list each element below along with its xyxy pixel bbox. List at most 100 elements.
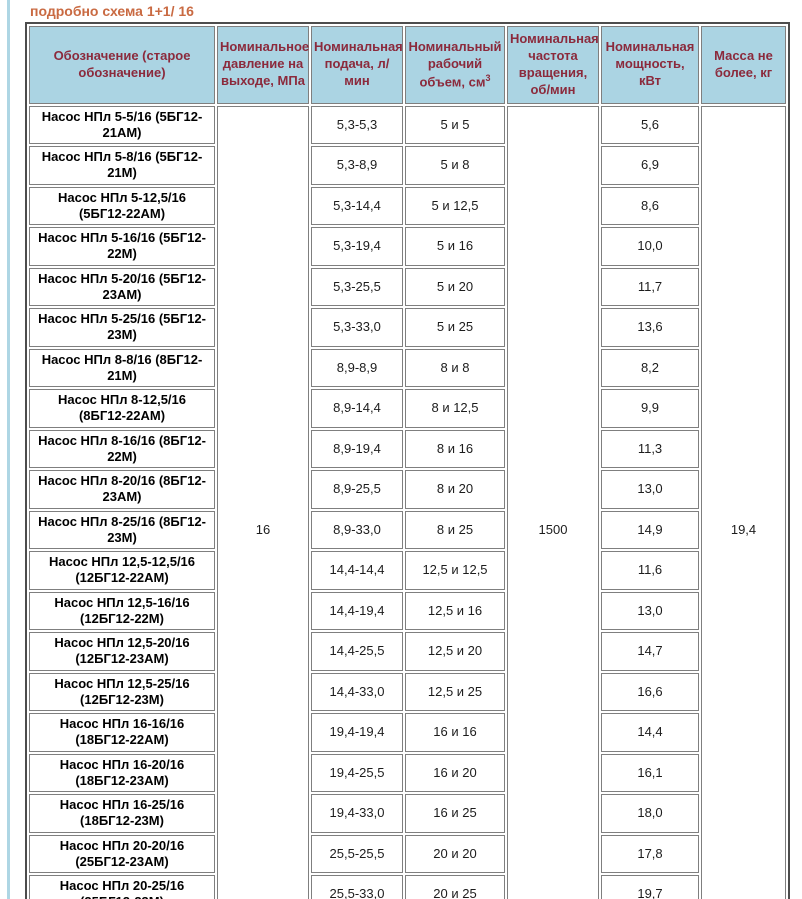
- volume-cell: 12,5 и 20: [405, 632, 505, 671]
- volume-cell: 16 и 20: [405, 753, 505, 793]
- designation-cell: Насос НПл 8-25/16 (8БГ12-23М): [29, 510, 215, 550]
- table-row: Насос НПл 8-12,5/16 (8БГ12-22АМ) 8,9-14,4…: [29, 389, 786, 428]
- power-cell: 14,4: [601, 713, 699, 752]
- volume-cell: 5 и 25: [405, 308, 505, 347]
- pressure-cell: 16: [217, 105, 309, 899]
- flow-cell: 8,9-33,0: [311, 510, 403, 550]
- table-row: Насос НПл 5-16/16 (5БГ12-22М) 5,3-19,4 5 и…: [29, 227, 786, 266]
- table-row: Насос НПл 8-20/16 (8БГ12-23АМ) 8,9-25,5 8 …: [29, 470, 786, 509]
- designation-cell: Насос НПл 5-8/16 (5БГ12-21М): [29, 146, 215, 185]
- table-row: Насос НПл 5-5/16 (5БГ12-21АМ) 16 5,3-5,3 5 …: [29, 105, 786, 899]
- power-cell: 11,7: [601, 267, 699, 307]
- volume-cell: 12,5 и 25: [405, 672, 505, 712]
- designation-cell: Насос НПл 8-16/16 (8БГ12-22М): [29, 429, 215, 469]
- table-body: Насос НПл 5-5/16 (5БГ12-21АМ) 16 5,3-5,3 5 …: [29, 105, 786, 899]
- table-row: Насос НПл 5-8/16 (5БГ12-21М) 5,3-8,9 5 и 8…: [29, 146, 786, 185]
- volume-cell: 8 и 8: [405, 348, 505, 388]
- power-cell: 6,9: [601, 146, 699, 185]
- table-row: Насос НПл 8-16/16 (8БГ12-22М) 8,9-19,4 8 и…: [29, 429, 786, 469]
- column-header-3: Номинальный рабочий объем, см3: [405, 26, 505, 104]
- power-cell: 19,7: [601, 875, 699, 899]
- flow-cell: 8,9-8,9: [311, 348, 403, 388]
- volume-cell: 5 и 8: [405, 146, 505, 185]
- volume-cell: 8 и 12,5: [405, 389, 505, 428]
- designation-cell: Насос НПл 16-25/16 (18БГ12-23М): [29, 794, 215, 833]
- volume-cell: 12,5 и 12,5: [405, 551, 505, 590]
- left-border-line: [7, 0, 10, 899]
- flow-cell: 14,4-25,5: [311, 632, 403, 671]
- power-cell: 11,3: [601, 429, 699, 469]
- designation-cell: Насос НПл 5-25/16 (5БГ12-23М): [29, 308, 215, 347]
- power-cell: 13,0: [601, 591, 699, 631]
- table-row: Насос НПл 12,5-16/16 (12БГ12-22М) 14,4-19…: [29, 591, 786, 631]
- volume-cell: 5 и 20: [405, 267, 505, 307]
- designation-cell: Насос НПл 16-16/16 (18БГ12-22АМ): [29, 713, 215, 752]
- table-row: Насос НПл 12,5-25/16 (12БГ12-23М) 14,4-33…: [29, 672, 786, 712]
- table-row: Насос НПл 16-25/16 (18БГ12-23М) 19,4-33,0…: [29, 794, 786, 833]
- volume-cell: 20 и 20: [405, 834, 505, 874]
- pump-specs-table: Обозначение (старое обозначение) Номиналь…: [25, 22, 790, 899]
- power-cell: 16,6: [601, 672, 699, 712]
- power-cell: 18,0: [601, 794, 699, 833]
- designation-cell: Насос НПл 5-16/16 (5БГ12-22М): [29, 227, 215, 266]
- flow-cell: 5,3-5,3: [311, 105, 403, 145]
- power-cell: 10,0: [601, 227, 699, 266]
- flow-cell: 5,3-19,4: [311, 227, 403, 266]
- table-row: Насос НПл 16-20/16 (18БГ12-23АМ) 19,4-25,…: [29, 753, 786, 793]
- volume-cell: 5 и 5: [405, 105, 505, 145]
- designation-cell: Насос НПл 5-5/16 (5БГ12-21АМ): [29, 105, 215, 145]
- flow-cell: 8,9-14,4: [311, 389, 403, 428]
- volume-cell: 5 и 12,5: [405, 186, 505, 226]
- designation-cell: Насос НПл 8-20/16 (8БГ12-23АМ): [29, 470, 215, 509]
- flow-cell: 14,4-33,0: [311, 672, 403, 712]
- flow-cell: 19,4-33,0: [311, 794, 403, 833]
- volume-cell: 8 и 16: [405, 429, 505, 469]
- flow-cell: 8,9-25,5: [311, 470, 403, 509]
- column-header-2: Номинальная подача, л/ мин: [311, 26, 403, 104]
- table-row: Насос НПл 8-25/16 (8БГ12-23М) 8,9-33,0 8 и…: [29, 510, 786, 550]
- power-cell: 9,9: [601, 389, 699, 428]
- table-row: Насос НПл 20-25/16 (25БГ12-23М) 25,5-33,0…: [29, 875, 786, 899]
- power-cell: 8,2: [601, 348, 699, 388]
- volume-cell: 8 и 20: [405, 470, 505, 509]
- power-cell: 11,6: [601, 551, 699, 590]
- designation-cell: Насос НПл 12,5-25/16 (12БГ12-23М): [29, 672, 215, 712]
- volume-cell: 20 и 25: [405, 875, 505, 899]
- flow-cell: 8,9-19,4: [311, 429, 403, 469]
- volume-cell: 16 и 16: [405, 713, 505, 752]
- volume-cell: 16 и 25: [405, 794, 505, 833]
- table-row: Насос НПл 20-20/16 (25БГ12-23АМ) 25,5-25,…: [29, 834, 786, 874]
- designation-cell: Насос НПл 12,5-12,5/16 (12БГ12-22АМ): [29, 551, 215, 590]
- power-cell: 14,9: [601, 510, 699, 550]
- table-row: Насос НПл 16-16/16 (18БГ12-22АМ) 19,4-19,…: [29, 713, 786, 752]
- speed-cell: 1500: [507, 105, 599, 899]
- flow-cell: 5,3-25,5: [311, 267, 403, 307]
- header-row: Обозначение (старое обозначение) Номиналь…: [29, 26, 786, 104]
- table-row: Насос НПл 5-20/16 (5БГ12-23АМ) 5,3-25,5 5 …: [29, 267, 786, 307]
- volume-cell: 8 и 25: [405, 510, 505, 550]
- flow-cell: 19,4-25,5: [311, 753, 403, 793]
- table-row: Насос НПл 12,5-20/16 (12БГ12-23АМ) 14,4-2…: [29, 632, 786, 671]
- designation-cell: Насос НПл 5-12,5/16 (5БГ12-22АМ): [29, 186, 215, 226]
- power-cell: 5,6: [601, 105, 699, 145]
- power-cell: 13,0: [601, 470, 699, 509]
- volume-cell: 5 и 16: [405, 227, 505, 266]
- flow-cell: 5,3-14,4: [311, 186, 403, 226]
- flow-cell: 5,3-33,0: [311, 308, 403, 347]
- power-cell: 17,8: [601, 834, 699, 874]
- power-cell: 16,1: [601, 753, 699, 793]
- flow-cell: 19,4-19,4: [311, 713, 403, 752]
- column-header-6: Масса не более, кг: [701, 26, 786, 104]
- mass-cell: 19,4: [701, 105, 786, 899]
- table-row: Насос НПл 8-8/16 (8БГ12-21М) 8,9-8,9 8 и 8…: [29, 348, 786, 388]
- column-header-1: Номинальное давление на выходе, МПа: [217, 26, 309, 104]
- designation-cell: Насос НПл 16-20/16 (18БГ12-23АМ): [29, 753, 215, 793]
- column-header-0: Обозначение (старое обозначение): [29, 26, 215, 104]
- designation-cell: Насос НПл 8-12,5/16 (8БГ12-22АМ): [29, 389, 215, 428]
- designation-cell: Насос НПл 20-20/16 (25БГ12-23АМ): [29, 834, 215, 874]
- page-title: подробно схема 1+1/ 16: [30, 3, 194, 19]
- designation-cell: Насос НПл 12,5-20/16 (12БГ12-23АМ): [29, 632, 215, 671]
- flow-cell: 14,4-19,4: [311, 591, 403, 631]
- power-cell: 13,6: [601, 308, 699, 347]
